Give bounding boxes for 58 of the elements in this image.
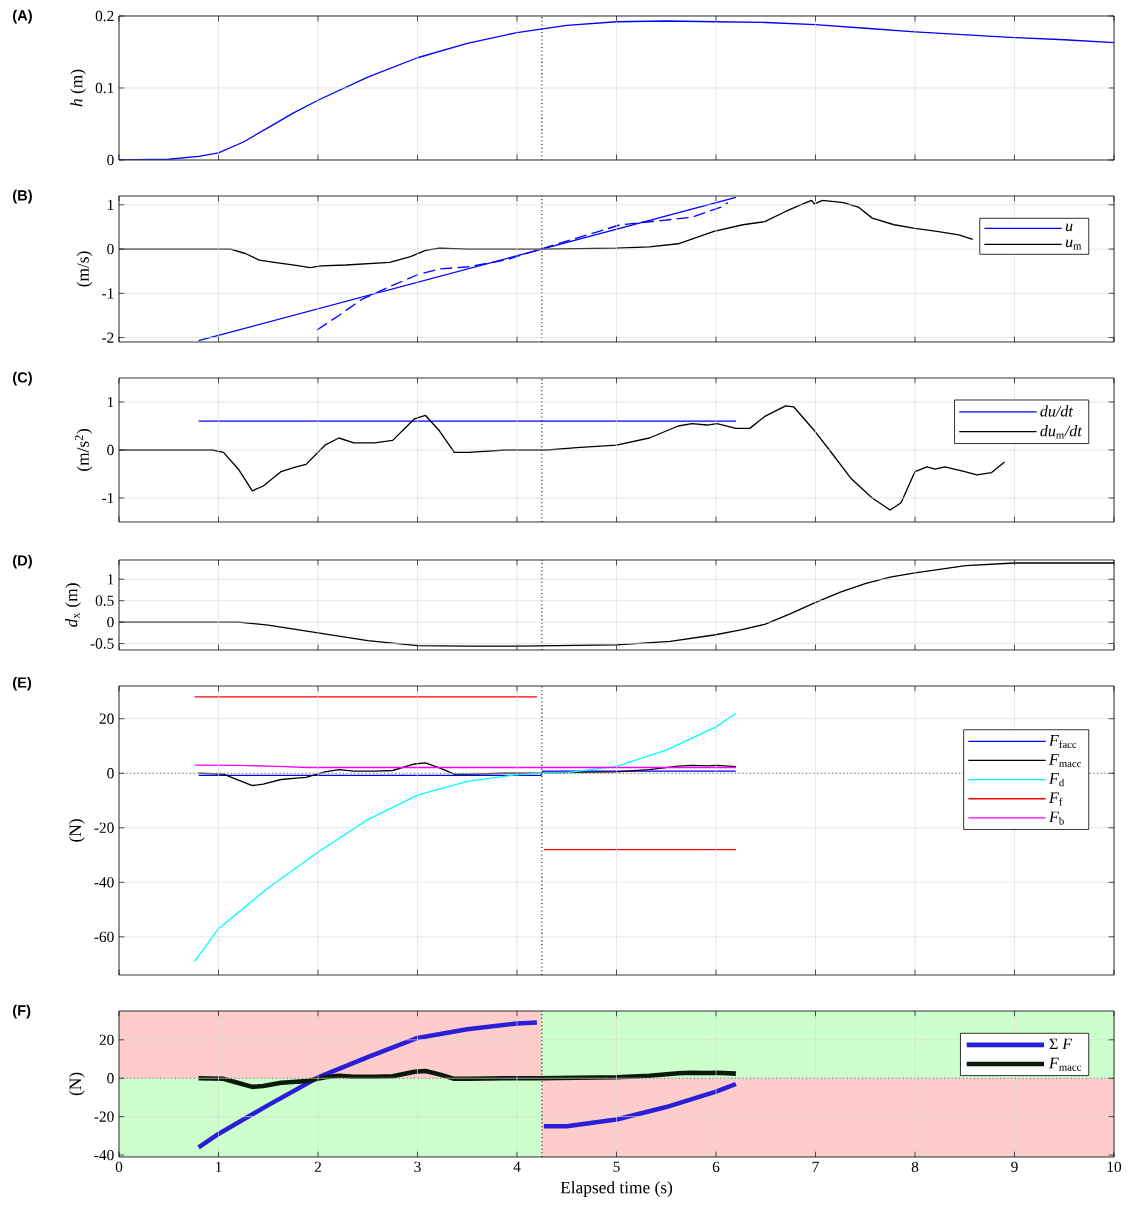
y-axis-title: (m/s) [76,251,93,287]
x-tick-label: 0 [115,1161,123,1173]
legend-label: F$_{f}$ [1048,792,1063,806]
y-tick-label: -40 [94,1149,114,1161]
legend-label: F$_{facc}$ [1048,735,1077,749]
x-tick-label: 2 [314,1161,321,1172]
y-tick-label: 0.2 [95,10,114,22]
y-axis-title: d$_{x}$ (m) [65,583,81,627]
y-tick-label: 0.5 [95,595,114,606]
y-tick-label: -60 [94,931,114,942]
y-tick-label: -0.5 [90,638,114,649]
x-tick-label: 8 [911,1161,919,1173]
x-tick-label: 9 [1011,1161,1018,1173]
y-tick-label: 0 [107,616,114,628]
y-tick-label: 0 [107,1073,114,1084]
x-axis-title: Elapsed time (s) [560,1181,673,1197]
y-tick-label: 1 [107,396,114,408]
x-tick-label: 4 [513,1161,521,1172]
y-tick-label: 1 [107,574,114,585]
y-tick-label: -20 [94,1111,114,1122]
legend-label: Σ F [1049,1038,1073,1050]
legend-label: F$_{macc}$ [1048,754,1082,768]
y-tick-label: -40 [94,877,114,888]
y-tick-label: -1 [102,492,114,504]
y-tick-label: 0 [107,154,114,166]
y-axis-title: (m/s$^{2}$) [74,429,93,471]
y-tick-label: 0 [107,444,114,456]
y-axis-title: h (m) [70,69,86,107]
y-tick-label: -2 [102,332,114,343]
y-tick-label: 1 [107,199,114,210]
legend-label: u$_{m}$ [1065,239,1082,250]
chart-title: (D) [13,554,32,569]
chart-title: (A) [13,9,32,24]
x-tick-label: 1 [216,1161,222,1172]
legend-label: F$_{macc}$ [1048,1057,1082,1071]
legend-label: F$_{d}$ [1048,773,1065,787]
y-tick-label: 0 [107,243,114,255]
x-tick-label: 6 [712,1161,720,1173]
legend-label: du$_{m}$/dt [1040,425,1083,439]
y-tick-label: 0.1 [95,82,114,94]
x-tick-label: 3 [414,1161,421,1173]
legend-label: du/dt [1040,405,1074,417]
y-axis-title: (N) [68,1072,85,1096]
y-axis-title: (N) [68,819,85,842]
x-tick-label: 5 [613,1161,620,1172]
chart-title: (C) [13,371,32,386]
y-tick-label: -20 [94,822,114,833]
x-tick-label: 10 [1107,1161,1122,1173]
chart-title: (E) [13,676,32,691]
legend-label: u [1065,223,1073,232]
legend-label: F$_{b}$ [1048,811,1064,825]
y-tick-label: 20 [99,713,114,724]
y-tick-label: -1 [102,288,114,299]
chart-title: (F) [13,1004,31,1019]
y-tick-label: 0 [107,768,114,779]
x-tick-label: 7 [812,1161,819,1172]
y-tick-label: 20 [99,1034,114,1045]
chart-title: (B) [13,189,32,204]
